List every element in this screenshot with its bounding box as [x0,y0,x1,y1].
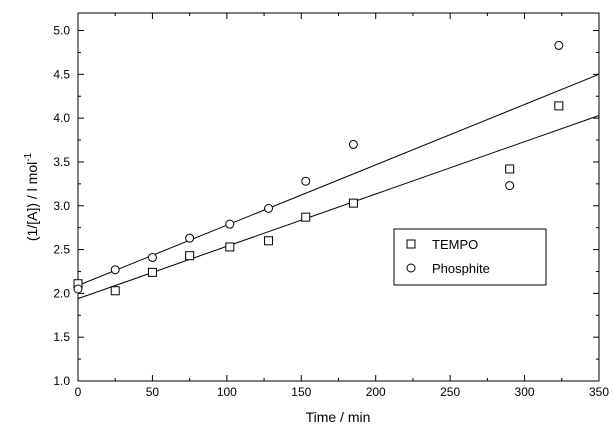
data-point-phosphite [301,176,311,186]
x-tick-label: 150 [291,385,311,399]
data-point-tempo [554,101,564,111]
data-point-phosphite [554,40,564,50]
y-axis-label: (1/[A]) / l mol-1 [23,152,40,241]
y-tick-label: 4.5 [53,67,70,81]
data-point-tempo [348,198,358,208]
y-tick-label: 2.0 [53,286,70,300]
plot-frame [77,12,600,382]
legend-box [393,228,547,286]
x-tick-label: 100 [217,385,237,399]
data-point-tempo [301,212,311,222]
y-tick-label: 3.5 [53,155,70,169]
legend: TEMPO Phosphite [393,228,547,286]
legend-label-phosphite: Phosphite [432,261,490,276]
legend-label-tempo: TEMPO [432,237,478,252]
data-point-tempo [147,267,157,277]
fit-line-tempo [77,115,600,300]
data-point-phosphite [73,284,83,294]
fit-lines [77,73,600,300]
legend-marker-tempo [406,239,416,249]
x-axis-ticks: 0 50 100 150 200 250 300 350 [75,13,609,399]
data-markers [73,40,564,296]
x-axis-label: Time / min [306,409,371,425]
data-point-phosphite [348,139,358,149]
data-point-tempo [110,286,120,296]
data-point-tempo [185,251,195,261]
y-tick-label: 1.0 [53,374,70,388]
y-tick-label: 2.5 [53,243,70,257]
fit-line-phosphite [77,73,600,286]
data-point-tempo [264,236,274,246]
legend-marker-phosphite [406,263,416,273]
y-tick-label: 1.5 [53,330,70,344]
x-tick-label: 0 [75,385,82,399]
data-point-phosphite [147,252,157,262]
data-point-phosphite [110,265,120,275]
y-tick-label: 4.0 [53,111,70,125]
data-point-phosphite [185,233,195,243]
y-tick-label: 5.0 [53,24,70,38]
x-tick-label: 350 [589,385,609,399]
x-tick-label: 50 [146,385,160,399]
data-point-phosphite [225,219,235,229]
y-axis-label-main: (1/[A]) / l mol [24,162,40,241]
data-point-phosphite [505,181,515,191]
data-point-tempo [505,164,515,174]
data-point-tempo [225,242,235,252]
x-tick-label: 200 [366,385,386,399]
y-axis-label-superscript: -1 [23,152,34,161]
data-point-phosphite [264,203,274,213]
x-tick-label: 300 [515,385,535,399]
y-tick-label: 3.0 [53,199,70,213]
y-axis-ticks: 1.0 1.5 2.0 2.5 3.0 3.5 4.0 4.5 5.0 [53,24,599,388]
x-tick-label: 250 [440,385,460,399]
